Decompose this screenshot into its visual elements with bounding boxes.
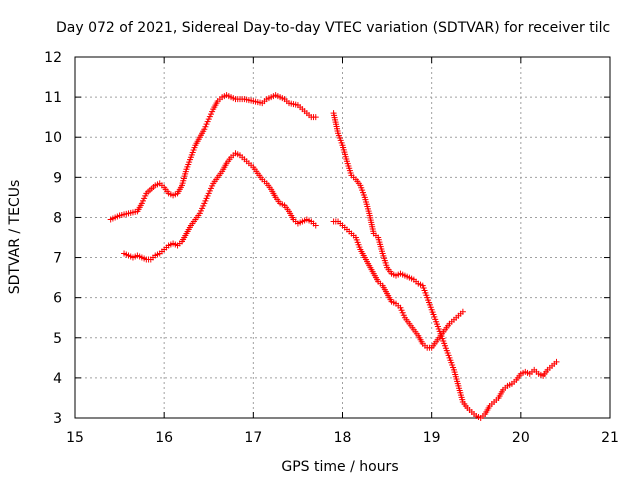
data-point <box>205 116 212 123</box>
data-point <box>209 108 216 115</box>
x-tick-label: 21 <box>601 430 619 446</box>
data-point <box>205 190 212 197</box>
y-tick-label: 9 <box>53 170 62 186</box>
x-tick-label: 15 <box>66 430 84 446</box>
data-point <box>399 309 406 316</box>
data-point <box>553 358 560 365</box>
data-point <box>204 118 211 125</box>
series-track-b <box>121 150 319 263</box>
y-tick-label: 6 <box>53 291 62 307</box>
data-point <box>207 185 214 192</box>
grid <box>75 57 610 418</box>
data-point <box>197 207 204 214</box>
x-tick-label: 19 <box>423 430 441 446</box>
chart-title: Day 072 of 2021, Sidereal Day-to-day VTE… <box>56 20 610 36</box>
y-tick-label: 7 <box>53 251 62 267</box>
data-point <box>312 222 319 229</box>
data-point <box>199 205 206 212</box>
y-tick-label: 5 <box>53 331 62 347</box>
y-tick-label: 8 <box>53 210 62 226</box>
data-point <box>202 197 209 204</box>
x-axis-label: GPS time / hours <box>281 459 398 475</box>
y-tick-label: 11 <box>44 90 62 106</box>
data-point <box>400 312 407 319</box>
data-point <box>203 121 210 128</box>
y-tick-label: 12 <box>44 50 62 66</box>
y-tick-label: 10 <box>44 130 62 146</box>
data-point <box>139 197 146 204</box>
data-point <box>196 210 203 217</box>
data-point <box>142 192 149 199</box>
data-point <box>397 304 404 311</box>
data-points <box>107 92 560 421</box>
data-point <box>200 202 207 209</box>
data-point <box>201 200 208 207</box>
axis-ticks <box>74 56 611 419</box>
data-point <box>209 182 216 189</box>
data-point <box>204 192 211 199</box>
series-track-a <box>107 92 319 223</box>
x-tick-label: 17 <box>244 430 262 446</box>
x-tick-label: 18 <box>334 430 352 446</box>
data-point <box>459 308 466 315</box>
y-tick-label: 3 <box>53 411 62 427</box>
data-point <box>398 307 405 314</box>
data-point <box>201 126 208 133</box>
data-point <box>312 114 319 121</box>
y-axis-label: SDTVAR / TECUs <box>7 180 23 295</box>
x-tick-label: 20 <box>512 430 530 446</box>
y-tick-label: 4 <box>53 371 62 387</box>
data-point <box>202 123 209 130</box>
x-tick-labels: 15 16 17 18 19 20 21 <box>66 430 619 446</box>
data-point <box>206 187 213 194</box>
data-point <box>141 195 148 202</box>
series-track-d <box>330 218 466 351</box>
x-tick-label: 16 <box>155 430 173 446</box>
data-point <box>203 195 210 202</box>
y-tick-labels: 3 4 5 6 7 8 9 10 11 12 <box>44 50 62 427</box>
data-point <box>207 111 214 118</box>
data-point <box>138 200 145 207</box>
data-point <box>206 113 213 120</box>
series-track-c <box>330 110 560 421</box>
